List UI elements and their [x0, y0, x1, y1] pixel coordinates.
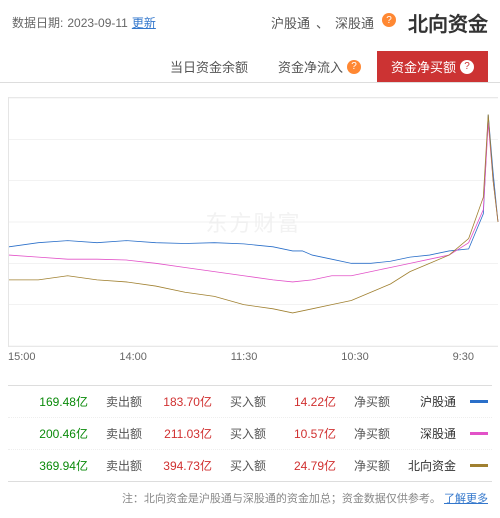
- sub2: 深股通: [335, 13, 374, 32]
- help-icon[interactable]: ?: [460, 60, 474, 74]
- tab-inflow[interactable]: 资金净流入?: [264, 51, 375, 82]
- footnote: 注：北向资金是沪股通与深股通的资金加总；资金数据仅供参考。 了解更多: [0, 482, 500, 514]
- legend-row: 369.94亿卖出额394.73亿买入额24.79亿净买额北向资金: [8, 450, 492, 481]
- x-axis-labels: 15:0014:0011:3010:309:30: [8, 347, 474, 363]
- subtitle: 沪股通、深股通 ?: [271, 13, 396, 32]
- help-icon[interactable]: ?: [347, 60, 361, 74]
- tab-netbuy[interactable]: 资金净买额?: [377, 51, 488, 82]
- tab-balance[interactable]: 当日资金余额: [156, 51, 262, 82]
- legend-row: 200.46亿卖出额211.03亿买入额10.57亿净买额深股通: [8, 418, 492, 450]
- swatch: [470, 400, 488, 403]
- chart: 东方财富 3020100-10-20-30 15:0014:0011:3010:…: [0, 83, 500, 369]
- main-title: 北向资金: [408, 8, 488, 37]
- update-link[interactable]: 更新: [132, 14, 156, 31]
- sub1: 沪股通: [271, 13, 310, 32]
- swatch: [470, 432, 488, 435]
- tab-bar: 当日资金余额 资金净流入? 资金净买额?: [0, 51, 500, 83]
- legend-row: 169.48亿卖出额183.70亿买入额14.22亿净买额沪股通: [8, 386, 492, 418]
- date-block: 数据日期: 2023-09-11 更新: [12, 14, 156, 31]
- legend-table: 169.48亿卖出额183.70亿买入额14.22亿净买额沪股通200.46亿卖…: [8, 385, 492, 482]
- date-label: 数据日期:: [12, 14, 63, 31]
- date-value: 2023-09-11: [67, 16, 128, 30]
- learn-more-link[interactable]: 了解更多: [444, 493, 488, 505]
- swatch: [470, 464, 488, 467]
- help-icon[interactable]: ?: [382, 13, 396, 27]
- chart-svg: [9, 98, 498, 346]
